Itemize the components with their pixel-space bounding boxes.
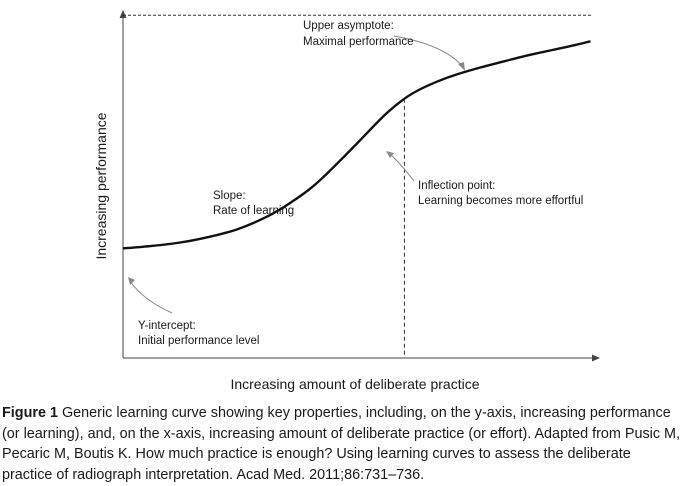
intercept-arrowhead (128, 277, 135, 285)
inflection-annotation-line-2: Learning becomes more effortful (418, 195, 583, 207)
asymptote-annotation-line-2: Maximal performance (303, 36, 414, 48)
learning-curve-line (122, 40, 591, 250)
slope-annotation-line-1: Slope: (213, 190, 246, 202)
figure-caption: Figure 1 Generic learning curve showing … (2, 403, 682, 485)
intercept-arrow (129, 280, 173, 314)
slope-annotation-line-2: Rate of learning (213, 205, 294, 217)
x-axis-arrow (592, 354, 600, 362)
asymptote-annotation-line-1: Upper asymptote: (303, 20, 394, 32)
inflection-arrow (389, 153, 415, 182)
axes (119, 10, 600, 362)
asymptote-arrowhead (458, 62, 465, 71)
learning-curve-chart: Upper asymptote: Maximal performance Inf… (93, 10, 600, 392)
y-axis-label: Increasing performance (93, 112, 109, 259)
y-axis-arrow (119, 10, 127, 18)
intercept-annotation-line-2: Initial performance level (138, 335, 259, 347)
inflection-annotation-line-1: Inflection point: (418, 180, 495, 192)
annotation-arrows (128, 35, 465, 314)
inflection-arrowhead (386, 151, 394, 158)
figure-caption-lead: Figure 1 (2, 405, 58, 421)
intercept-annotation-line-1: Y-intercept: (138, 320, 196, 332)
figure-caption-text: Generic learning curve showing key prope… (2, 405, 681, 483)
asymptote-arrow (393, 35, 464, 68)
x-axis-label: Increasing amount of deliberate practice (230, 376, 479, 392)
